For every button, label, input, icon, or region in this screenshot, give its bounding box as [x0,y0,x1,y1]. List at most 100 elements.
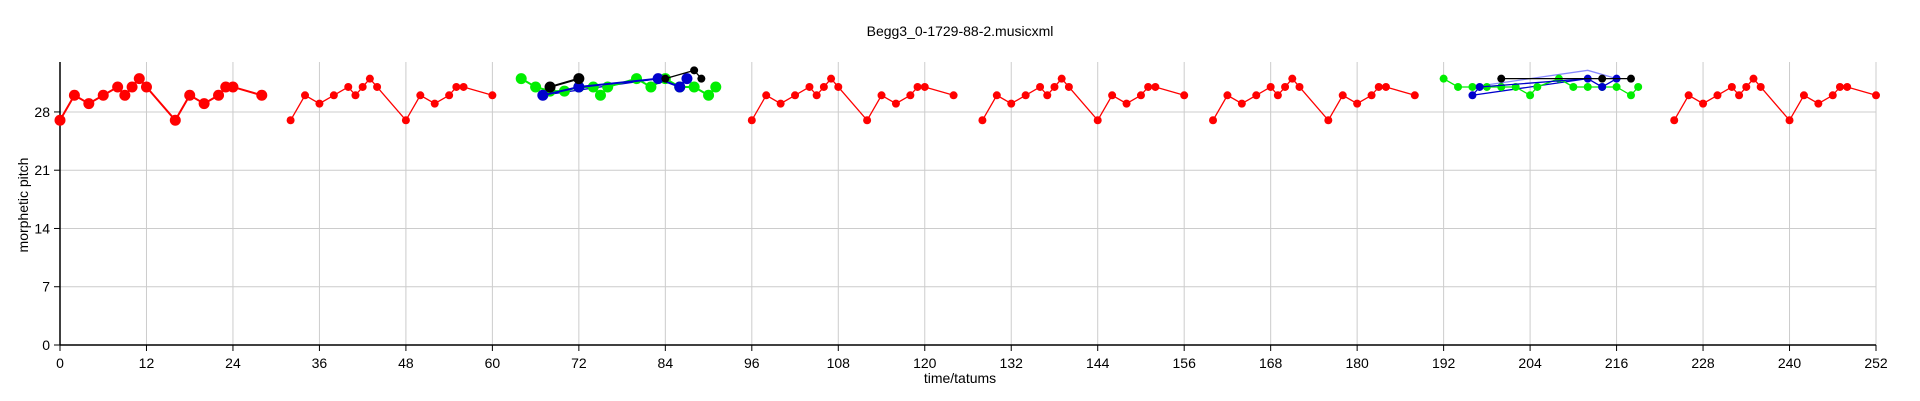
data-point [661,74,670,83]
data-point [1324,116,1333,125]
data-point [1843,82,1852,91]
data-point [906,91,915,100]
data-point [631,73,643,85]
y-tick-label: 28 [34,104,50,120]
data-point [697,74,706,83]
data-point [827,74,836,83]
x-tick-labels: 0 12 24 36 48 60 72 84 96 108 120 132 144 156 168 180 19… [56,355,1888,371]
data-point [1144,82,1153,91]
data-point [1064,82,1073,91]
x-tick-label: 180 [1345,355,1369,371]
data-point [1036,82,1045,91]
data-point [674,81,686,93]
data-point [949,91,958,100]
x-tick-label: 24 [225,355,241,371]
x-tick-label: 156 [1173,355,1197,371]
y-tick-label: 21 [34,162,50,178]
data-point [791,91,800,100]
y-tick-label: 7 [42,279,50,295]
data-point [1684,91,1693,100]
y-tick-label: 14 [34,220,50,236]
grid [59,62,1877,346]
data-point [445,91,454,100]
data-point [710,81,722,93]
data-point [112,81,124,93]
data-point [140,81,152,93]
x-tick-label: 60 [485,355,501,371]
data-point [688,81,700,93]
data-point [1021,91,1030,100]
data-point [1381,82,1390,91]
data-point [430,99,439,108]
data-point [978,116,987,125]
data-point [1727,82,1736,91]
data-point [344,82,353,91]
series-line [1673,77,1877,122]
data-point [530,81,542,93]
connector-line [1472,69,1617,88]
data-point [1043,91,1052,100]
data-point [1475,82,1484,91]
data-point [1785,116,1794,125]
data-point [488,91,497,100]
x-tick-label: 96 [744,355,760,371]
x-tick-label: 192 [1432,355,1456,371]
data-point [373,82,382,91]
data-point [1526,91,1535,100]
x-tick-label: 12 [139,355,155,371]
data-point [68,89,80,101]
x-tick-label: 168 [1259,355,1283,371]
data-point [1353,99,1362,108]
data-point [652,73,664,85]
data-point [126,81,138,93]
data-point [1626,91,1635,100]
data-point [1374,82,1383,91]
chart-title: Begg3_0-1729-88-2.musicxml [867,23,1054,39]
x-tick-label: 72 [571,355,587,371]
data-point [1598,82,1607,91]
data-point [358,82,367,91]
data-point [1281,82,1290,91]
data-point [133,73,145,85]
data-point [1122,99,1131,108]
data-point [573,81,585,93]
y-axis-label: morphetic pitch [15,158,31,253]
data-point [747,116,756,125]
data-point [97,89,109,101]
data-point [1136,91,1145,100]
data-point [1713,91,1722,100]
data-point [1410,91,1419,100]
data-point [703,89,715,101]
data-point [1468,82,1477,91]
x-tick-label: 252 [1864,355,1888,371]
data-point [1835,82,1844,91]
data-point [690,66,699,75]
series-line [751,77,954,122]
x-axis-label: time/tatums [924,370,996,386]
x-tick-label: 204 [1518,355,1542,371]
x-tick-label: 48 [398,355,414,371]
data-point [256,89,268,101]
y-tick-label: 0 [42,337,50,353]
data-point [920,82,929,91]
data-point [1634,82,1643,91]
series-line [59,77,263,122]
data-point [1533,82,1542,91]
data-point [184,89,196,101]
data-point [1468,91,1477,100]
data-point [1050,82,1059,91]
data-point [1583,82,1592,91]
data-point [119,89,131,101]
data-point [1497,82,1506,91]
data-point [544,81,556,93]
data-point [1756,82,1765,91]
data-point [1209,116,1218,125]
data-point [1007,99,1016,108]
data-point [1295,82,1304,91]
data-point [1252,91,1261,100]
data-point [1237,99,1246,108]
data-point [1093,116,1102,125]
series-line [290,77,493,122]
data-point [365,74,374,83]
